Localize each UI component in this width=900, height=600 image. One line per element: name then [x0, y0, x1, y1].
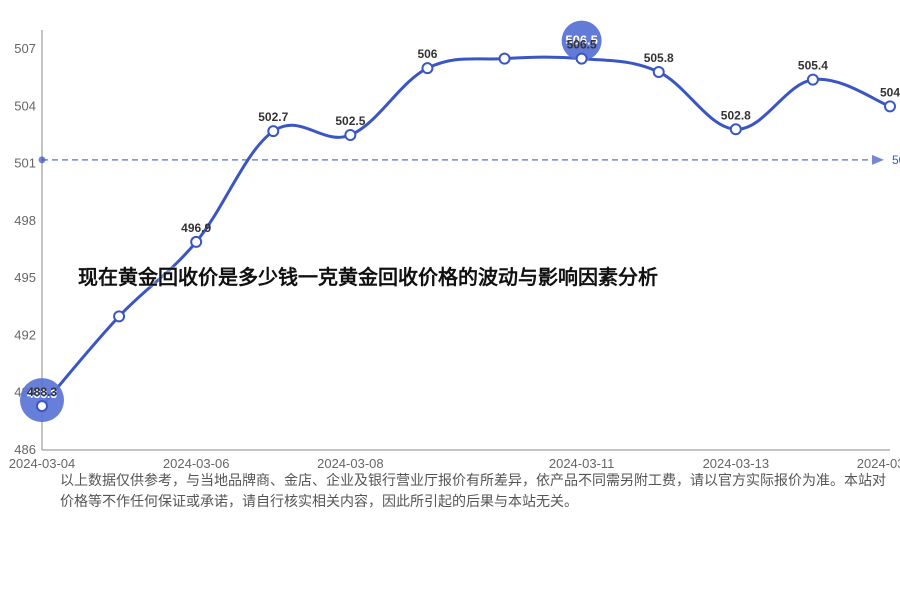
data-marker[interactable]	[885, 101, 895, 111]
data-marker[interactable]	[114, 311, 124, 321]
disclaimer-text: 以上数据仅供参考，与当地品牌商、金店、企业及银行营业厅报价有所差异，依产品不同需…	[60, 470, 890, 512]
y-tick-label: 498	[14, 213, 36, 228]
data-point-label: 488.3	[27, 385, 57, 399]
data-point-label: 506.5	[567, 38, 597, 52]
data-point-label: 506	[417, 47, 437, 61]
data-marker[interactable]	[191, 237, 201, 247]
x-tick-label: 2024-03-13	[703, 456, 770, 471]
data-marker[interactable]	[268, 126, 278, 136]
data-marker[interactable]	[654, 67, 664, 77]
data-marker[interactable]	[731, 124, 741, 134]
x-tick-label: 2024-03-06	[163, 456, 230, 471]
data-point-label: 496.9	[181, 221, 211, 235]
reference-label: 501.2	[892, 153, 900, 167]
data-marker[interactable]	[422, 63, 432, 73]
data-marker[interactable]	[808, 75, 818, 85]
y-tick-label: 492	[14, 327, 36, 342]
y-tick-label: 504	[14, 98, 36, 113]
data-marker[interactable]	[577, 54, 587, 64]
data-point-label: 505.8	[644, 51, 674, 65]
x-tick-label: 2024-03-15	[857, 456, 900, 471]
data-point-label: 502.7	[258, 110, 288, 124]
y-tick-label: 507	[14, 41, 36, 56]
y-tick-label: 495	[14, 270, 36, 285]
x-tick-label: 2024-03-04	[9, 456, 76, 471]
overlay-headline: 现在黄金回收价是多少钱一克黄金回收价格的波动与影响因素分析	[78, 261, 658, 290]
y-tick-label: 501	[14, 156, 36, 171]
data-point-label: 505.4	[798, 59, 828, 73]
x-tick-label: 2024-03-08	[317, 456, 384, 471]
data-marker[interactable]	[500, 54, 510, 64]
data-point-label: 504	[880, 85, 900, 99]
data-marker[interactable]	[37, 401, 47, 411]
data-marker[interactable]	[345, 130, 355, 140]
data-point-label: 502.5	[335, 114, 365, 128]
x-tick-label: 2024-03-11	[549, 456, 615, 471]
y-tick-label: 486	[14, 442, 36, 457]
data-point-label: 502.8	[721, 108, 751, 122]
